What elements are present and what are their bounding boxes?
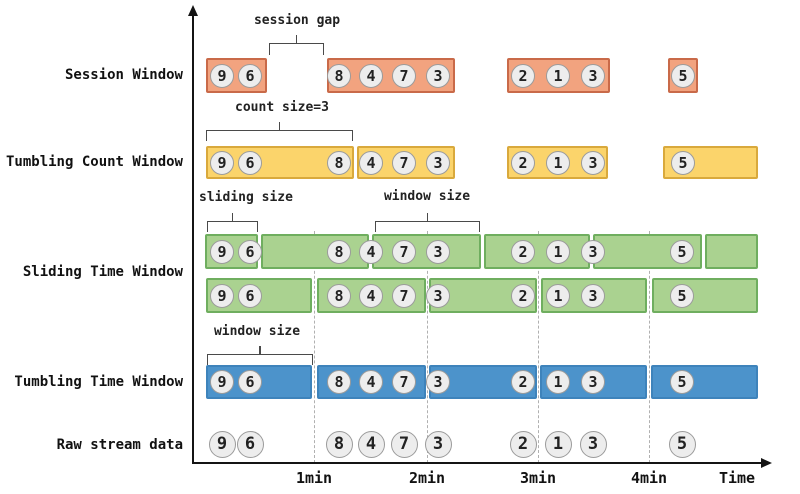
event-circle: 3 <box>581 63 605 88</box>
event-circle: 7 <box>390 430 418 458</box>
event-circle: 8 <box>327 370 351 394</box>
annotation-bracket-tick-window-size-sliding <box>426 213 429 221</box>
event-circle: 2 <box>511 370 535 394</box>
annotation-bracket-tick-count-size <box>278 122 281 130</box>
annotation-bracket-tick-sliding-size <box>231 213 234 221</box>
event-circle: 6 <box>238 63 262 88</box>
window-box-sliding-time-window <box>484 234 590 269</box>
event-circle: 2 <box>511 239 535 264</box>
event-circle: 5 <box>670 239 694 264</box>
axis-tick-label: 3min <box>519 469 557 487</box>
event-circle: 7 <box>392 239 416 264</box>
event-circle: 8 <box>327 283 351 308</box>
event-circle: 4 <box>359 150 383 175</box>
annotation-label-window-size-sliding: window size <box>383 189 471 204</box>
event-circle: 3 <box>426 63 450 88</box>
y-axis-arrowhead <box>187 5 198 16</box>
event-circle: 9 <box>210 239 234 264</box>
event-circle: 7 <box>392 63 416 88</box>
annotation-bracket-tick-session-gap <box>295 35 298 43</box>
window-box-sliding-time-window <box>652 278 758 313</box>
event-circle: 1 <box>546 239 570 264</box>
event-circle: 4 <box>359 370 383 394</box>
event-circle: 5 <box>671 63 695 88</box>
event-circle: 3 <box>424 430 452 458</box>
annotation-label-sliding-size: sliding size <box>199 190 293 205</box>
event-circle: 1 <box>546 150 570 175</box>
annotation-bracket-window-size-sliding <box>375 221 480 232</box>
x-axis-arrowhead <box>761 457 772 468</box>
annotation-label-count-size: count size=3 <box>235 100 329 115</box>
event-circle: 7 <box>392 150 416 175</box>
event-circle: 9 <box>210 63 234 88</box>
event-circle: 9 <box>210 283 234 308</box>
event-circle: 8 <box>327 150 351 175</box>
event-circle: 4 <box>359 63 383 88</box>
event-circle: 9 <box>210 370 234 394</box>
row-label-session-window: Session Window <box>64 67 183 83</box>
time-axis-label: Time <box>718 469 756 487</box>
window-box-tumbling-time-window <box>651 365 758 399</box>
row-label-tumbling-time-window: Tumbling Time Window <box>14 374 183 390</box>
event-circle: 8 <box>325 430 353 458</box>
event-circle: 3 <box>426 239 450 264</box>
event-circle: 4 <box>359 283 383 308</box>
row-label-raw-stream-data: Raw stream data <box>56 437 183 453</box>
event-circle: 8 <box>327 63 351 88</box>
event-circle: 3 <box>426 370 450 394</box>
annotation-label-window-size-tumbling: window size <box>213 324 301 339</box>
annotation-bracket-session-gap <box>269 43 324 55</box>
event-circle: 1 <box>546 283 570 308</box>
event-circle: 1 <box>546 370 570 394</box>
event-circle: 1 <box>546 63 570 88</box>
row-label-sliding-time-window: Sliding Time Window <box>22 264 183 280</box>
event-circle: 5 <box>671 150 695 175</box>
event-circle: 5 <box>670 370 694 394</box>
event-circle: 3 <box>581 283 605 308</box>
event-circle: 2 <box>511 283 535 308</box>
event-circle: 3 <box>579 430 607 458</box>
axis-tick-label: 4min <box>630 469 668 487</box>
event-circle: 5 <box>670 283 694 308</box>
event-circle: 1 <box>544 430 572 458</box>
x-axis-line <box>193 462 762 464</box>
window-box-sliding-time-window <box>705 234 758 269</box>
grid-line-2min <box>427 231 428 463</box>
axis-tick-label: 2min <box>408 469 446 487</box>
grid-line-4min <box>649 231 650 463</box>
event-circle: 9 <box>210 150 234 175</box>
event-circle: 8 <box>327 239 351 264</box>
annotation-bracket-count-size <box>206 130 353 141</box>
event-circle: 3 <box>426 283 450 308</box>
event-circle: 4 <box>357 430 385 458</box>
grid-line-1min <box>314 231 315 463</box>
event-circle: 9 <box>208 430 236 458</box>
event-circle: 3 <box>581 239 605 264</box>
event-circle: 6 <box>238 370 262 394</box>
event-circle: 2 <box>511 63 535 88</box>
grid-line-3min <box>538 231 539 463</box>
axis-tick-label: 1min <box>295 469 333 487</box>
event-circle: 6 <box>236 430 264 458</box>
event-circle: 4 <box>359 239 383 264</box>
y-axis-line <box>192 14 194 464</box>
event-circle: 3 <box>581 150 605 175</box>
row-label-tumbling-count-window: Tumbling Count Window <box>5 154 183 170</box>
annotation-bracket-tick-window-size-tumbling <box>259 346 261 354</box>
annotation-label-session-gap: session gap <box>253 13 341 28</box>
event-circle: 3 <box>426 150 450 175</box>
annotation-bracket-sliding-size <box>207 221 258 232</box>
event-circle: 3 <box>581 370 605 394</box>
event-circle: 6 <box>238 283 262 308</box>
window-box-sliding-time-window <box>261 234 369 269</box>
event-circle: 7 <box>392 370 416 394</box>
event-circle: 7 <box>392 283 416 308</box>
event-circle: 2 <box>509 430 537 458</box>
annotation-bracket-window-size-tumbling <box>207 354 313 365</box>
event-circle: 6 <box>238 150 262 175</box>
event-circle: 6 <box>238 239 262 264</box>
event-circle: 5 <box>668 430 696 458</box>
event-circle: 2 <box>511 150 535 175</box>
